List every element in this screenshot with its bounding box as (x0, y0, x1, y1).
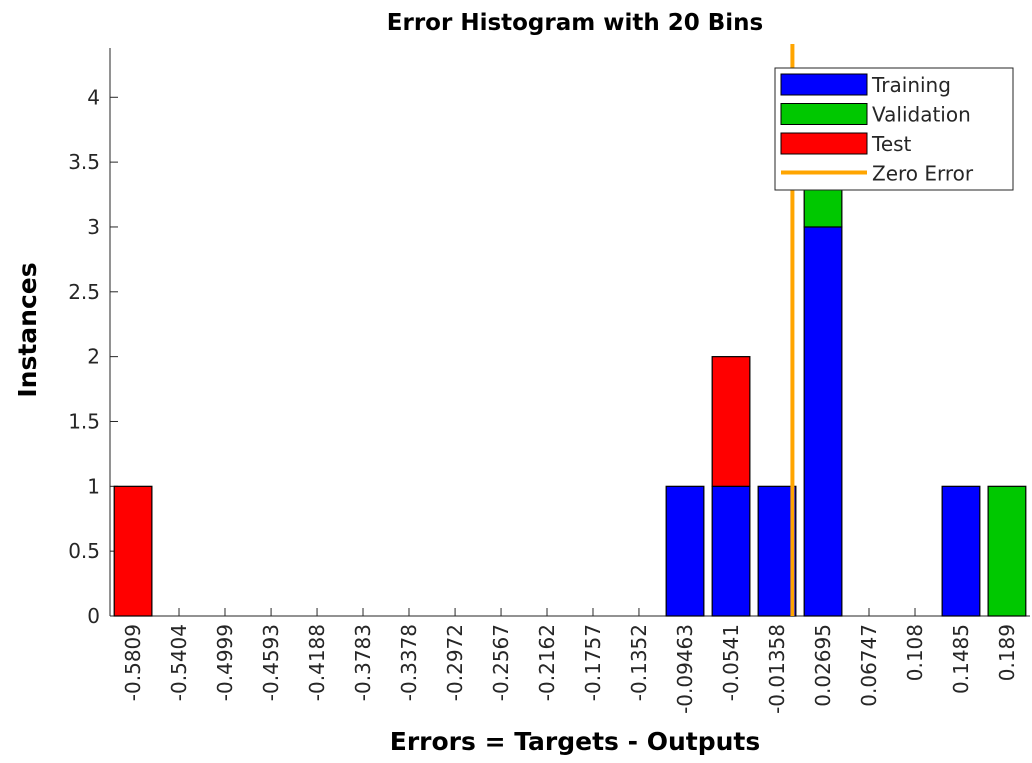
legend-swatch (780, 132, 868, 155)
x-tick-label: 0.189 (995, 624, 1019, 681)
bar-segment (711, 485, 751, 617)
x-tick-label: -0.5809 (121, 624, 145, 701)
x-tick-label: 0.1485 (949, 624, 973, 694)
bar-segment (757, 485, 797, 617)
x-tick-label: -0.2567 (489, 624, 513, 701)
x-tick-label: -0.2972 (443, 624, 467, 701)
x-tick-label: 0.108 (903, 624, 927, 681)
legend-label: Training (871, 73, 951, 97)
x-tick-label: -0.5404 (167, 624, 191, 701)
x-tick-label: -0.1352 (627, 624, 651, 701)
x-tick-label: -0.2162 (535, 624, 559, 701)
legend-swatch (780, 103, 868, 125)
y-tick-label: 3.5 (68, 150, 100, 174)
y-tick-label: 4 (87, 85, 100, 109)
bar-segment (665, 485, 705, 617)
x-tick-label: -0.4999 (213, 624, 237, 701)
y-tick-label: 1.5 (68, 409, 100, 433)
y-tick-label: 2.5 (68, 280, 100, 304)
x-tick-label: -0.01358 (765, 624, 789, 714)
bar-segment (987, 485, 1027, 617)
legend-swatch (780, 73, 868, 96)
y-tick-label: 1 (87, 474, 100, 498)
legend-label: Zero Error (872, 162, 974, 186)
y-tick-label: 0 (87, 604, 100, 628)
x-tick-label: 0.06747 (857, 624, 881, 707)
x-tick-label: -0.0541 (719, 624, 743, 701)
bar-segment (711, 356, 751, 487)
x-tick-label: 0.02695 (811, 624, 835, 707)
chart-title: Error Histogram with 20 Bins (387, 10, 763, 36)
legend-label: Validation (872, 103, 971, 127)
y-tick-label: 2 (87, 345, 100, 369)
x-tick-label: -0.3783 (351, 624, 375, 701)
bar-segment (803, 226, 843, 617)
bar-segment (113, 485, 153, 617)
y-axis-label: Instances (13, 262, 42, 397)
bar-segment (941, 485, 981, 617)
x-tick-label: -0.3378 (397, 624, 421, 701)
x-axis-label: Errors = Targets - Outputs (390, 727, 761, 756)
x-tick-label: -0.4188 (305, 624, 329, 701)
x-tick-label: -0.4593 (259, 624, 283, 701)
x-tick-label: -0.1757 (581, 624, 605, 701)
x-tick-label: -0.09463 (673, 624, 697, 714)
y-tick-label: 3 (87, 215, 100, 239)
y-tick-label: 0.5 (68, 539, 100, 563)
legend-label: Test (871, 132, 912, 156)
